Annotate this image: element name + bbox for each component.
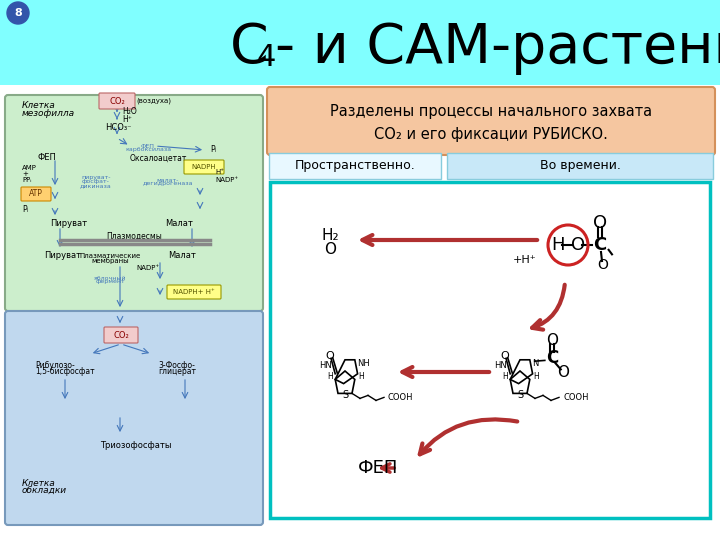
Text: O: O (593, 214, 607, 232)
Text: Плазмодесмы: Плазмодесмы (106, 232, 162, 240)
Text: Рибулозо-: Рибулозо- (35, 361, 75, 370)
Text: H₂: H₂ (321, 227, 339, 242)
Text: COOH: COOH (563, 393, 588, 402)
Text: C: C (546, 349, 558, 367)
Text: PPᵢ: PPᵢ (22, 177, 32, 183)
Text: 4: 4 (257, 43, 276, 71)
FancyBboxPatch shape (167, 285, 221, 299)
Text: O: O (500, 350, 509, 361)
Text: COOH: COOH (388, 393, 413, 402)
Text: H⁺: H⁺ (215, 169, 224, 175)
Text: Пируват: Пируват (50, 219, 87, 228)
Text: фосфат-: фосфат- (82, 179, 110, 185)
Text: NH: NH (357, 360, 369, 368)
Text: O: O (598, 258, 608, 272)
Text: ФЕП: ФЕП (358, 459, 398, 477)
Text: H: H (359, 372, 364, 381)
Text: H⁺: H⁺ (122, 114, 132, 124)
Text: O: O (557, 365, 569, 380)
Text: CO₂: CO₂ (113, 330, 129, 340)
Text: обкладки: обкладки (22, 487, 67, 496)
Text: AMP: AMP (22, 165, 37, 171)
FancyBboxPatch shape (104, 327, 138, 343)
Text: Клетка: Клетка (22, 100, 55, 110)
Text: N: N (532, 360, 539, 368)
Text: мезофилла: мезофилла (22, 109, 75, 118)
Text: ФЕП: ФЕП (141, 144, 155, 149)
Text: Триозофосфаты: Триозофосфаты (100, 441, 171, 449)
Text: S: S (517, 390, 523, 401)
Text: Плазматические: Плазматические (79, 253, 140, 259)
Text: малат-: малат- (157, 178, 179, 183)
Text: O: O (571, 236, 585, 254)
Text: HCO₃⁻: HCO₃⁻ (105, 124, 132, 132)
Circle shape (7, 2, 29, 24)
Text: мембраны: мембраны (91, 258, 129, 265)
Text: ФЕП: ФЕП (38, 153, 57, 163)
Text: H₂O: H₂O (122, 107, 137, 117)
FancyBboxPatch shape (270, 182, 710, 518)
Text: H: H (534, 372, 539, 381)
Text: Пространственно.: Пространственно. (294, 159, 415, 172)
Text: 8: 8 (14, 8, 22, 18)
FancyBboxPatch shape (5, 95, 263, 311)
Text: S: S (342, 390, 348, 401)
Text: +: + (22, 171, 28, 177)
Text: ATP: ATP (29, 190, 43, 199)
Text: Во времени.: Во времени. (539, 159, 621, 172)
Text: 3-Фосфо-: 3-Фосфо- (158, 361, 195, 370)
Text: CO₂ и его фиксации РУБИСКО.: CO₂ и его фиксации РУБИСКО. (374, 127, 608, 142)
Text: Клетка: Клетка (22, 478, 55, 488)
Text: H: H (503, 372, 508, 381)
FancyBboxPatch shape (447, 153, 713, 179)
FancyBboxPatch shape (267, 87, 715, 155)
Text: Пируват: Пируват (44, 252, 81, 260)
Text: C: C (593, 236, 607, 254)
Text: Разделены процессы начального захвата: Разделены процессы начального захвата (330, 104, 652, 119)
Text: NADPH+ H⁺: NADPH+ H⁺ (173, 289, 215, 295)
Text: O: O (325, 350, 334, 361)
Text: (воздуха): (воздуха) (136, 98, 171, 104)
Text: 1,5-бисфосфат: 1,5-бисфосфат (35, 367, 94, 375)
Text: H: H (328, 372, 333, 381)
Text: Оксалоацетат: Оксалоацетат (130, 153, 186, 163)
Text: NADPH: NADPH (192, 164, 216, 170)
Text: яблочный: яблочный (94, 275, 126, 280)
FancyBboxPatch shape (269, 153, 441, 179)
FancyBboxPatch shape (5, 311, 263, 525)
Text: NADP⁺: NADP⁺ (136, 265, 160, 271)
Text: карбоксилаза: карбоксилаза (125, 147, 171, 152)
Text: HN: HN (319, 361, 332, 370)
Text: Pᵢ: Pᵢ (210, 145, 216, 154)
Text: O: O (546, 333, 558, 348)
Bar (0, 0, 720, 85)
FancyBboxPatch shape (184, 160, 224, 174)
Bar (0, 85, 720, 540)
FancyBboxPatch shape (99, 93, 135, 109)
Text: пируват-: пируват- (81, 176, 111, 180)
Text: HN: HN (494, 361, 507, 370)
Text: +H⁺: +H⁺ (513, 255, 537, 265)
Text: фермент: фермент (95, 280, 125, 285)
Text: O: O (324, 241, 336, 256)
Text: H: H (552, 236, 564, 254)
Text: глицерат: глицерат (158, 367, 196, 375)
Text: C: C (230, 21, 269, 75)
Text: - и CAM-растения: - и CAM-растения (275, 21, 720, 75)
Text: дегидрогеназа: дегидрогеназа (143, 181, 193, 186)
Text: Малат: Малат (165, 219, 193, 228)
Text: Pᵢ: Pᵢ (22, 206, 28, 214)
Text: дикиназа: дикиназа (80, 184, 112, 188)
Text: CO₂: CO₂ (109, 97, 125, 105)
Text: NADP⁺: NADP⁺ (215, 177, 238, 183)
FancyBboxPatch shape (21, 187, 51, 201)
Text: Малат: Малат (168, 252, 196, 260)
